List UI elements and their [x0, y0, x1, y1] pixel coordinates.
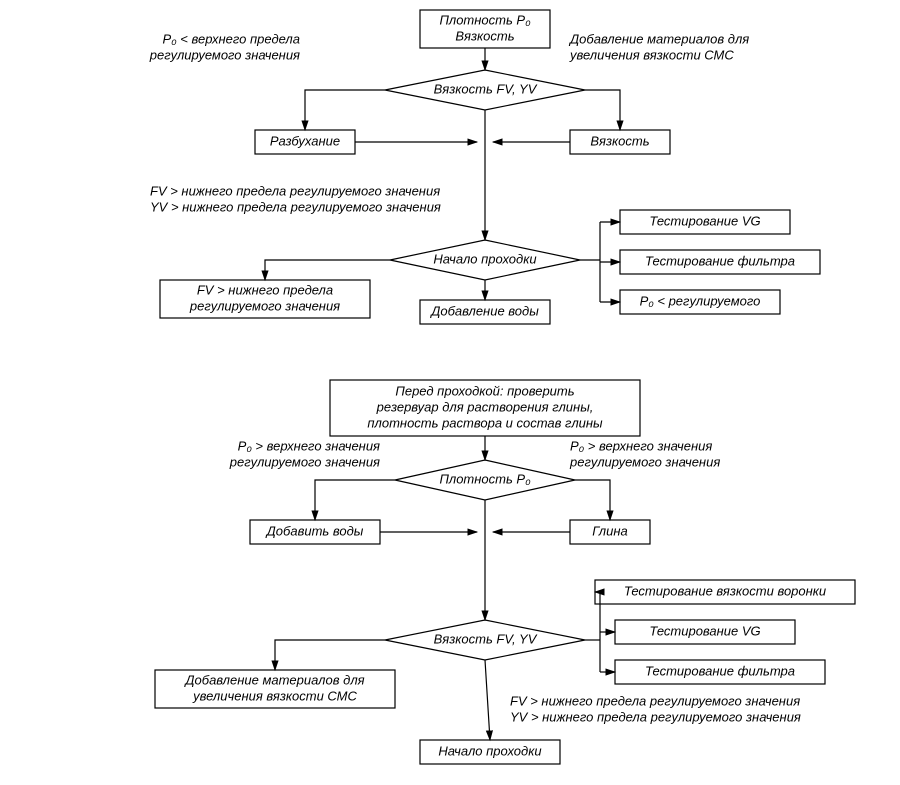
svg-text:Вязкость FV, YV: Вязкость FV, YV [434, 81, 538, 96]
svg-text:Разбухание: Разбухание [270, 133, 340, 148]
svg-text:резервуар для растворения глин: резервуар для растворения глины, [376, 399, 594, 414]
svg-text:регулируемого значения: регулируемого значения [569, 454, 720, 469]
svg-text:P₀ < регулируемого: P₀ < регулируемого [640, 293, 761, 308]
svg-text:Тестирование фильтра: Тестирование фильтра [645, 663, 795, 678]
svg-text:Плотность P₀: Плотность P₀ [439, 12, 531, 27]
svg-text:Тестирование VG: Тестирование VG [649, 623, 760, 638]
svg-text:Перед проходкой: проверить: Перед проходкой: проверить [395, 383, 574, 398]
svg-text:плотность раствора и состав гл: плотность раствора и состав глины [367, 415, 603, 430]
svg-text:YV > нижнего предела регулируе: YV > нижнего предела регулируемого значе… [510, 709, 801, 724]
svg-text:FV > нижнего предела регулируе: FV > нижнего предела регулируемого значе… [150, 183, 440, 198]
svg-text:Добавление воды: Добавление воды [429, 303, 539, 318]
svg-text:P₀ > верхнего значения: P₀ > верхнего значения [238, 438, 380, 453]
svg-text:Тестирование фильтра: Тестирование фильтра [645, 253, 795, 268]
svg-text:Начало проходки: Начало проходки [438, 743, 541, 758]
svg-text:регулируемого значения: регулируемого значения [229, 454, 380, 469]
svg-text:YV > нижнего предела регулируе: YV > нижнего предела регулируемого значе… [150, 199, 441, 214]
svg-text:регулируемого значения: регулируемого значения [149, 47, 300, 62]
svg-text:Добавить воды: Добавить воды [265, 523, 364, 538]
svg-text:Вязкость: Вязкость [455, 28, 514, 43]
svg-text:Плотность P₀: Плотность P₀ [439, 471, 531, 486]
svg-text:Тестирование VG: Тестирование VG [649, 213, 760, 228]
svg-text:FV > нижнего предела регулируе: FV > нижнего предела регулируемого значе… [510, 693, 800, 708]
svg-text:Начало проходки: Начало проходки [433, 251, 536, 266]
svg-text:Добавление материалов для: Добавление материалов для [183, 672, 364, 687]
svg-text:Тестирование вязкости воронки: Тестирование вязкости воронки [624, 583, 826, 598]
flowchart: Плотность P₀ВязкостьВязкость FV, YVРазбу… [0, 0, 900, 785]
svg-text:Глина: Глина [592, 523, 627, 538]
svg-text:P₀ > верхнего значения: P₀ > верхнего значения [570, 438, 712, 453]
svg-text:FV > нижнего предела: FV > нижнего предела [197, 282, 333, 297]
svg-text:P₀ < верхнего предела: P₀ < верхнего предела [163, 31, 301, 46]
svg-text:Добавление материалов для: Добавление материалов для [568, 31, 749, 46]
svg-text:увеличения вязкости СМС: увеличения вязкости СМС [192, 688, 357, 703]
svg-text:регулируемого значения: регулируемого значения [189, 298, 340, 313]
svg-text:увеличения вязкости СМС: увеличения вязкости СМС [569, 47, 734, 62]
svg-text:Вязкость: Вязкость [590, 133, 649, 148]
svg-text:Вязкость FV, YV: Вязкость FV, YV [434, 631, 538, 646]
